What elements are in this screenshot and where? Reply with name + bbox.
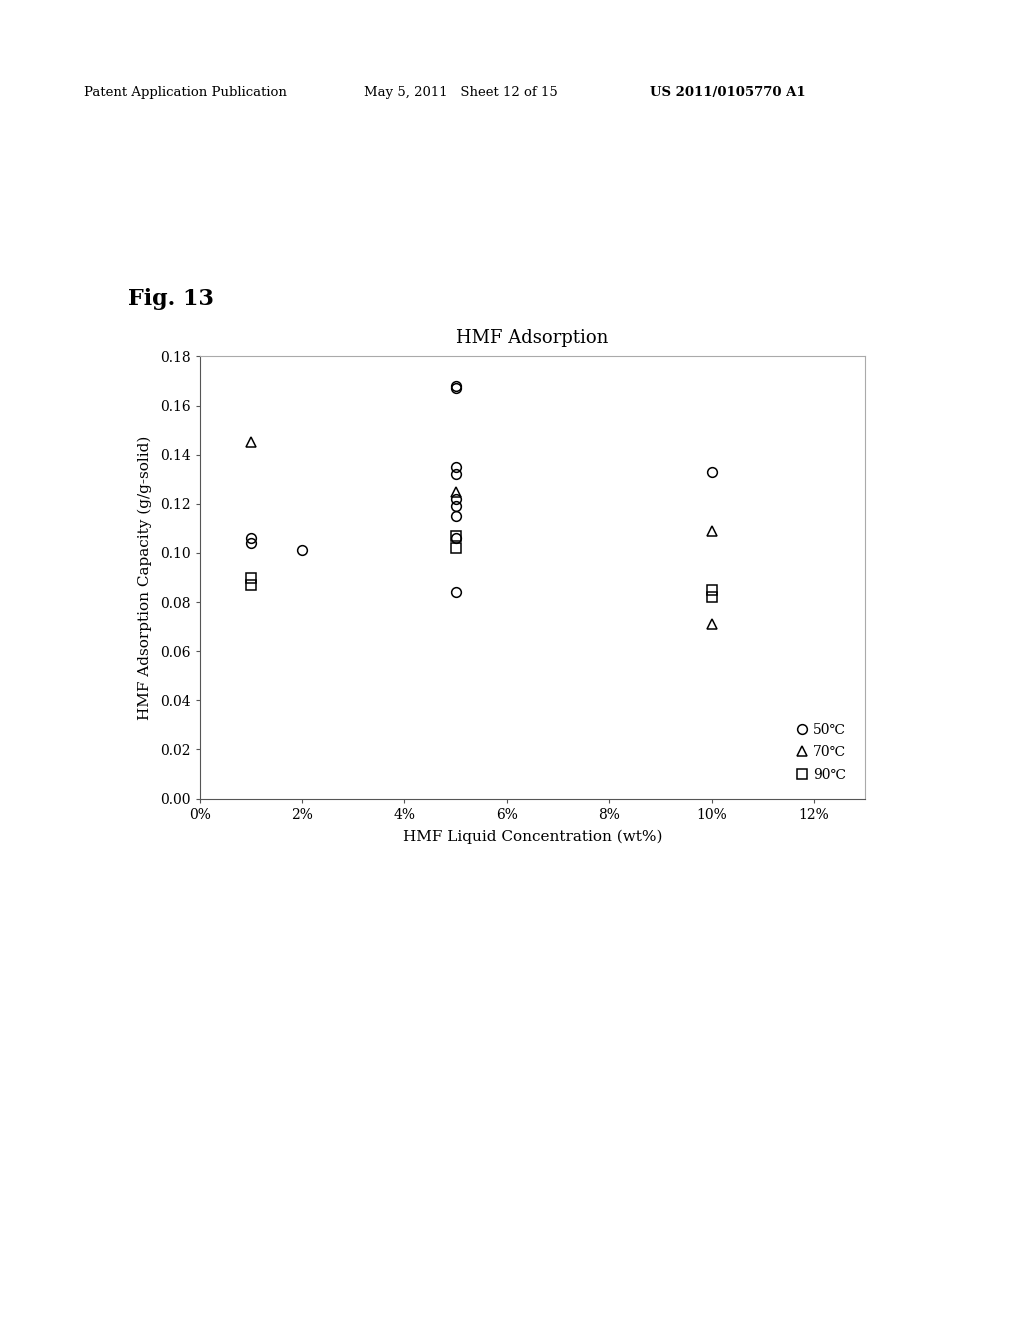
70℃ bbox=[706, 616, 718, 632]
70℃ bbox=[245, 434, 257, 450]
Line: 50℃: 50℃ bbox=[246, 381, 717, 597]
50℃ bbox=[296, 543, 308, 558]
50℃ bbox=[706, 463, 718, 479]
90℃ bbox=[245, 570, 257, 586]
Legend: 50℃, 70℃, 90℃: 50℃, 70℃, 90℃ bbox=[790, 718, 852, 787]
50℃ bbox=[450, 531, 462, 546]
X-axis label: HMF Liquid Concentration (wt%): HMF Liquid Concentration (wt%) bbox=[402, 830, 663, 845]
Text: US 2011/0105770 A1: US 2011/0105770 A1 bbox=[650, 86, 806, 99]
50℃ bbox=[450, 508, 462, 524]
Text: May 5, 2011   Sheet 12 of 15: May 5, 2011 Sheet 12 of 15 bbox=[364, 86, 557, 99]
Line: 70℃: 70℃ bbox=[246, 437, 717, 630]
Title: HMF Adsorption: HMF Adsorption bbox=[457, 329, 608, 347]
50℃ bbox=[450, 459, 462, 475]
Text: Patent Application Publication: Patent Application Publication bbox=[84, 86, 287, 99]
Line: 90℃: 90℃ bbox=[246, 531, 717, 602]
90℃ bbox=[706, 589, 718, 605]
50℃ bbox=[450, 585, 462, 601]
50℃ bbox=[245, 531, 257, 546]
50℃ bbox=[450, 466, 462, 482]
90℃ bbox=[706, 582, 718, 598]
50℃ bbox=[450, 378, 462, 393]
Text: Fig. 13: Fig. 13 bbox=[128, 288, 214, 310]
70℃ bbox=[450, 483, 462, 499]
90℃ bbox=[450, 528, 462, 544]
50℃ bbox=[450, 380, 462, 396]
90℃ bbox=[245, 577, 257, 593]
50℃ bbox=[450, 491, 462, 507]
50℃ bbox=[450, 499, 462, 515]
Y-axis label: HMF Adsorption Capacity (g/g-solid): HMF Adsorption Capacity (g/g-solid) bbox=[137, 436, 152, 719]
70℃ bbox=[706, 523, 718, 539]
90℃ bbox=[450, 540, 462, 556]
50℃ bbox=[245, 535, 257, 550]
